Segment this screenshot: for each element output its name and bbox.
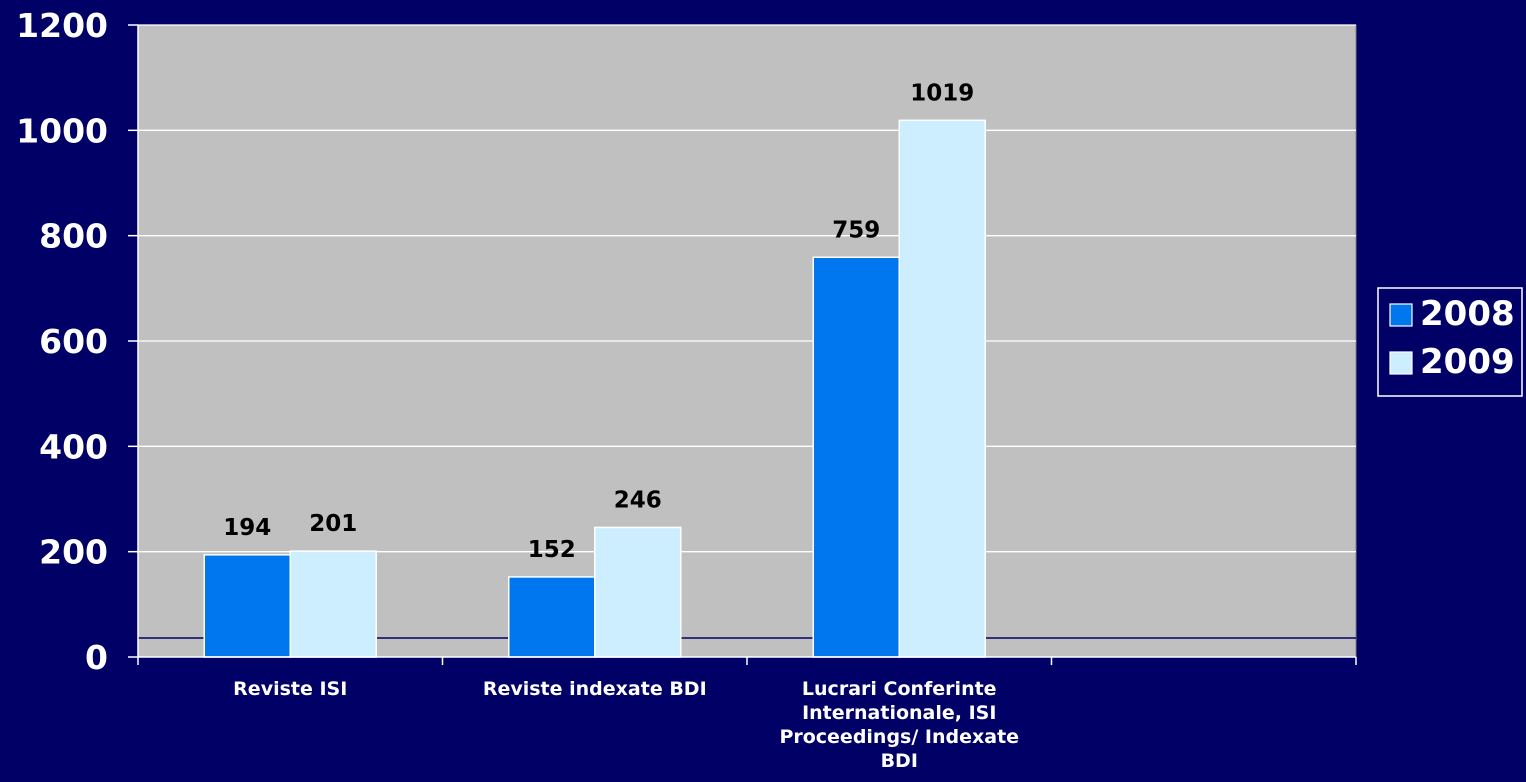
- data-label: 759: [832, 217, 880, 243]
- y-tick-label: 200: [39, 533, 108, 572]
- y-tick-label: 400: [39, 427, 108, 466]
- y-tick-label: 800: [39, 217, 108, 256]
- bar-2008: [508, 576, 596, 658]
- y-tick-label: 1200: [16, 6, 108, 45]
- legend-label: 2009: [1420, 342, 1515, 382]
- bar-2009: [898, 119, 986, 658]
- data-label: 194: [223, 515, 271, 541]
- legend-label: 2008: [1420, 294, 1515, 334]
- bar-2009: [289, 550, 377, 658]
- data-label: 1019: [910, 80, 974, 106]
- bar-2008: [812, 256, 900, 658]
- y-tick-label: 1000: [16, 111, 108, 150]
- x-tick-label: Lucrari Conferinte Internationale, ISI Pro…: [779, 678, 1019, 772]
- legend-swatch: [1389, 351, 1413, 375]
- legend: 2008 2009: [1377, 287, 1523, 397]
- data-label: 246: [614, 487, 662, 513]
- y-tick-label: 600: [39, 322, 108, 361]
- bars-group: [203, 119, 986, 658]
- bar-2008: [203, 554, 291, 658]
- x-tick-label: Reviste ISI: [233, 678, 347, 700]
- axes: 0 200 400 600 800 1000 1200 Reviste ISI Reviste …: [16, 6, 1357, 772]
- bar-2009: [594, 526, 682, 658]
- y-tick-label: 0: [85, 638, 108, 677]
- data-labels: 194 201 152 246 759 1019: [223, 80, 974, 563]
- x-tick-label: Reviste indexate BDI: [483, 678, 707, 700]
- legend-swatch: [1389, 303, 1413, 327]
- data-label: 201: [309, 511, 357, 537]
- data-label: 152: [528, 537, 576, 563]
